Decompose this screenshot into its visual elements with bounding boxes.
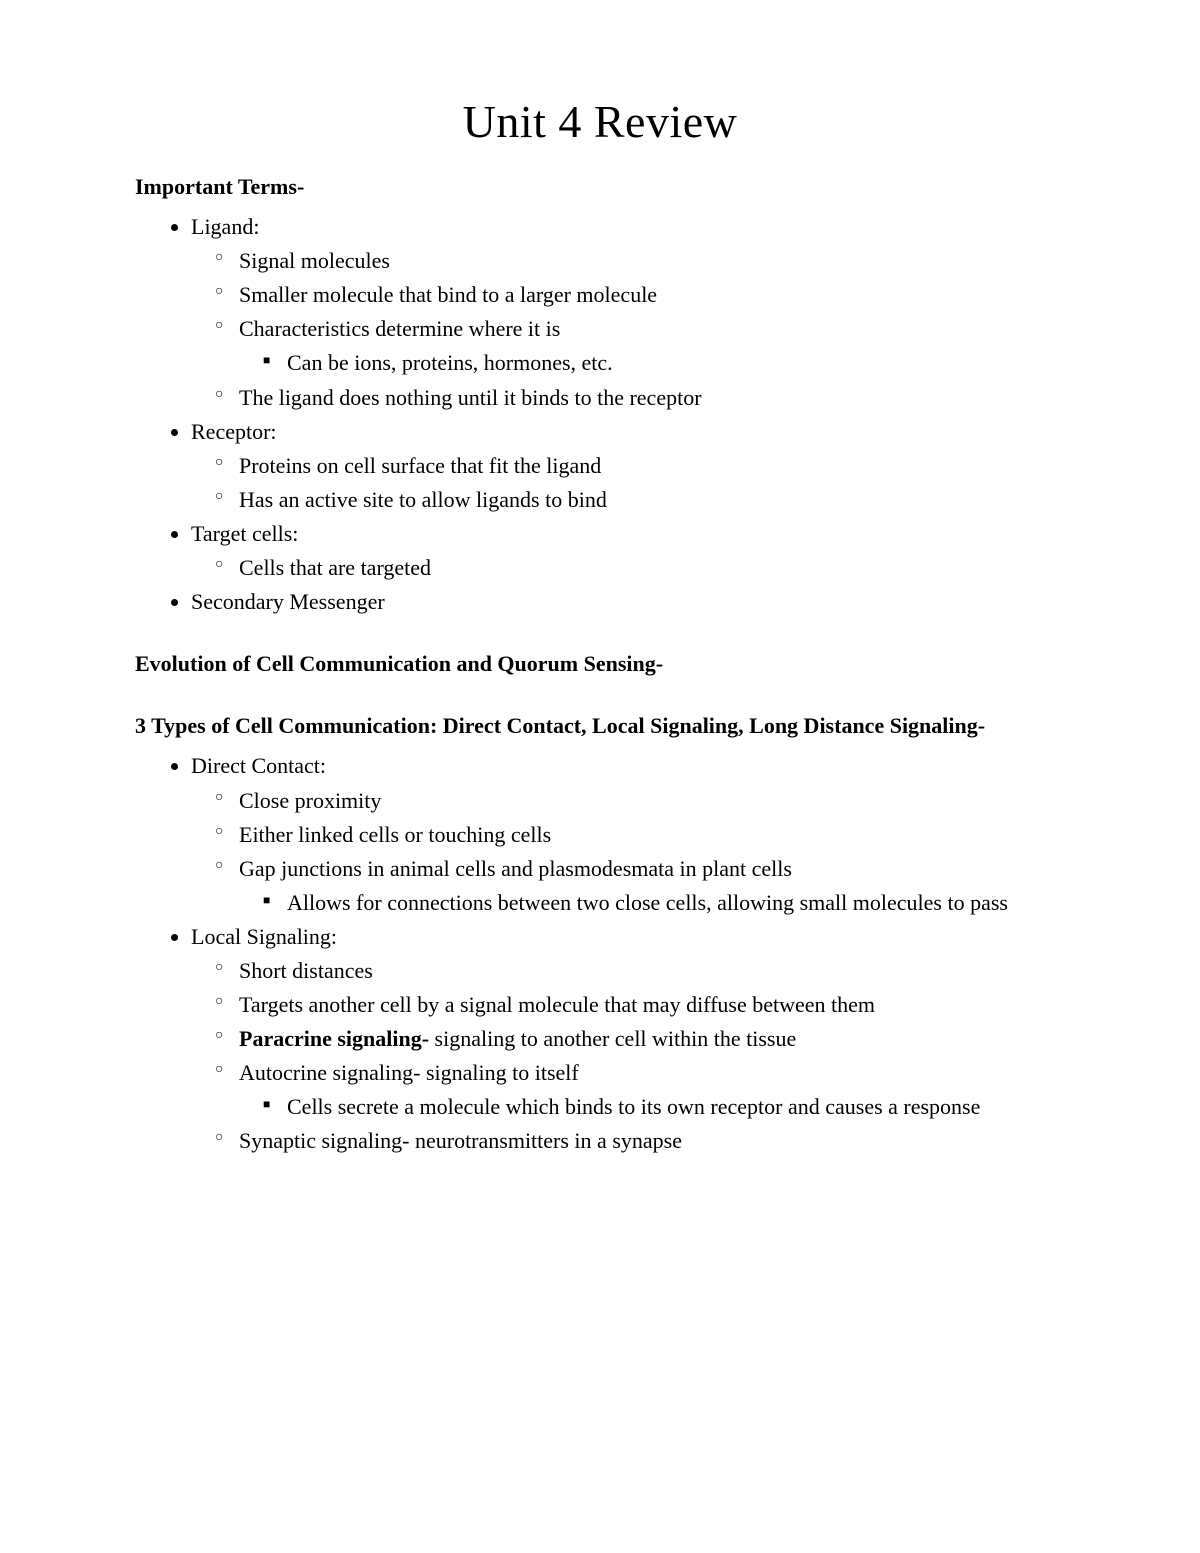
- direct-sublist: Close proximity Either linked cells or t…: [191, 784, 1065, 920]
- local-point-a: Short distances: [239, 954, 1065, 988]
- direct-label: Direct Contact:: [191, 753, 326, 778]
- receptor-sublist: Proteins on cell surface that fit the li…: [191, 449, 1065, 517]
- local-d-sub-a: Cells secrete a molecule which binds to …: [287, 1090, 1065, 1124]
- local-d-text: Autocrine signaling- signaling to itself: [239, 1060, 579, 1085]
- ligand-sublist: Signal molecules Smaller molecule that b…: [191, 244, 1065, 414]
- local-c-bold: Paracrine signaling-: [239, 1026, 429, 1051]
- list-important-terms: Ligand: Signal molecules Smaller molecul…: [135, 210, 1065, 619]
- type-local-signaling: Local Signaling: Short distances Targets…: [191, 920, 1065, 1159]
- local-point-e: Synaptic signaling- neurotransmitters in…: [239, 1124, 1065, 1158]
- direct-c-sub-a: Allows for connections between two close…: [287, 886, 1065, 920]
- direct-point-a: Close proximity: [239, 784, 1065, 818]
- ligand-c-sub-a: Can be ions, proteins, hormones, etc.: [287, 346, 1065, 380]
- term-receptor: Receptor: Proteins on cell surface that …: [191, 415, 1065, 517]
- heading-evolution-quorum: Evolution of Cell Communication and Quor…: [135, 647, 1065, 681]
- receptor-point-a: Proteins on cell surface that fit the li…: [239, 449, 1065, 483]
- document-page: Unit 4 Review Important Terms- Ligand: S…: [0, 0, 1200, 1553]
- heading-three-types: 3 Types of Cell Communication: Direct Co…: [135, 709, 1065, 743]
- page-title: Unit 4 Review: [135, 95, 1065, 148]
- ligand-c-sublist: Can be ions, proteins, hormones, etc.: [239, 346, 1065, 380]
- local-c-rest: signaling to another cell within the tis…: [429, 1026, 796, 1051]
- term-ligand: Ligand: Signal molecules Smaller molecul…: [191, 210, 1065, 415]
- local-point-d: Autocrine signaling- signaling to itself…: [239, 1056, 1065, 1124]
- ligand-point-c-text: Characteristics determine where it is: [239, 316, 560, 341]
- heading-important-terms: Important Terms-: [135, 170, 1065, 204]
- direct-point-c: Gap junctions in animal cells and plasmo…: [239, 852, 1065, 920]
- term-target-label: Target cells:: [191, 521, 298, 546]
- direct-c-sublist: Allows for connections between two close…: [239, 886, 1065, 920]
- term-target-cells: Target cells: Cells that are targeted: [191, 517, 1065, 585]
- ligand-point-c: Characteristics determine where it is Ca…: [239, 312, 1065, 380]
- term-ligand-label: Ligand:: [191, 214, 259, 239]
- target-sublist: Cells that are targeted: [191, 551, 1065, 585]
- receptor-point-b: Has an active site to allow ligands to b…: [239, 483, 1065, 517]
- direct-point-b: Either linked cells or touching cells: [239, 818, 1065, 852]
- local-d-sublist: Cells secrete a molecule which binds to …: [239, 1090, 1065, 1124]
- type-direct-contact: Direct Contact: Close proximity Either l…: [191, 749, 1065, 919]
- local-point-b: Targets another cell by a signal molecul…: [239, 988, 1065, 1022]
- ligand-point-b: Smaller molecule that bind to a larger m…: [239, 278, 1065, 312]
- local-sublist: Short distances Targets another cell by …: [191, 954, 1065, 1159]
- direct-point-c-text: Gap junctions in animal cells and plasmo…: [239, 856, 792, 881]
- local-point-c: Paracrine signaling- signaling to anothe…: [239, 1022, 1065, 1056]
- term-receptor-label: Receptor:: [191, 419, 277, 444]
- ligand-point-d: The ligand does nothing until it binds t…: [239, 381, 1065, 415]
- list-three-types: Direct Contact: Close proximity Either l…: [135, 749, 1065, 1158]
- term-secondary-messenger: Secondary Messenger: [191, 585, 1065, 619]
- target-point-a: Cells that are targeted: [239, 551, 1065, 585]
- ligand-point-a: Signal molecules: [239, 244, 1065, 278]
- local-label: Local Signaling:: [191, 924, 337, 949]
